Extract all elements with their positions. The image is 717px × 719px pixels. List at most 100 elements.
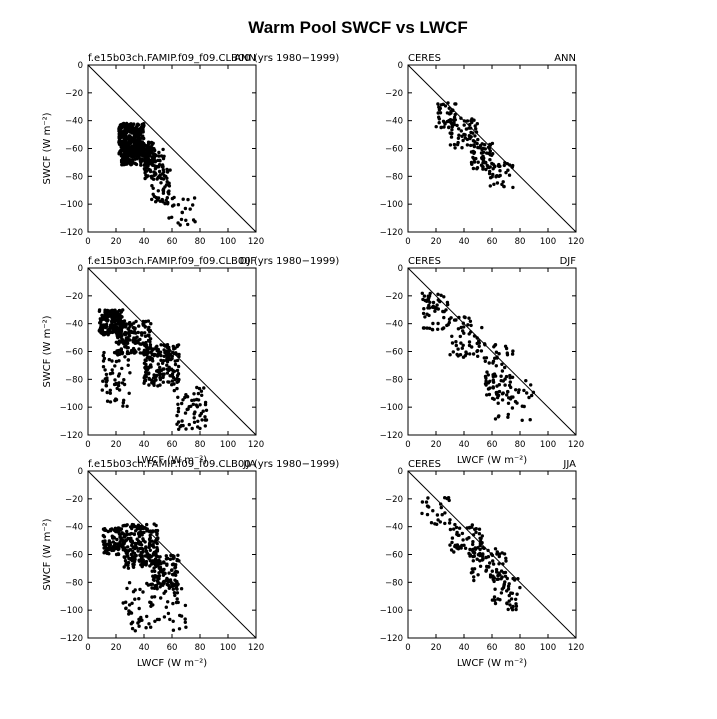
data-point [468, 352, 472, 356]
data-point [143, 334, 148, 338]
data-point [137, 619, 141, 624]
data-point [188, 207, 192, 211]
data-point [159, 567, 163, 572]
data-point [469, 160, 474, 165]
data-point [171, 587, 175, 591]
data-point [202, 386, 206, 390]
data-point [113, 546, 118, 551]
x-tick-label: 0 [405, 440, 410, 450]
data-point [507, 173, 512, 177]
data-point [136, 541, 140, 545]
data-point [148, 533, 152, 538]
x-tick-label: 40 [139, 440, 150, 450]
data-point [471, 559, 475, 563]
data-point [150, 381, 154, 385]
x-tick-label: 20 [111, 440, 122, 450]
data-point [150, 586, 154, 590]
data-point [201, 409, 205, 413]
data-point [522, 388, 526, 393]
panel-1: 0 20 40 60 80 100 120 0 −20 −40 −60 −80 −100 −120 f.e1… [42, 53, 339, 247]
data-point [176, 406, 181, 411]
data-point [456, 347, 460, 351]
data-point [152, 595, 157, 599]
data-point [132, 336, 136, 340]
y-tick-label: −20 [385, 292, 403, 302]
data-point [120, 319, 125, 324]
reference-line [407, 64, 577, 233]
data-point [105, 376, 109, 380]
data-point [130, 620, 135, 624]
data-point [144, 563, 148, 567]
data-point [454, 343, 458, 348]
data-point [103, 316, 107, 321]
data-point [469, 119, 473, 123]
data-point [461, 343, 465, 347]
data-point [157, 577, 161, 581]
data-point [156, 347, 160, 352]
data-point [117, 372, 122, 376]
data-point [452, 142, 457, 147]
data-point [490, 141, 495, 146]
panel-2: 0 20 40 60 80 100 120 0 −20 −40 −60 −80 −100 −120 CERE… [380, 53, 584, 247]
data-point [496, 577, 500, 581]
data-point [145, 522, 149, 527]
data-point [503, 580, 507, 584]
data-point [115, 537, 119, 542]
data-point [165, 167, 169, 172]
data-point [139, 615, 143, 620]
y-tick-label: −20 [385, 89, 403, 99]
data-point [150, 569, 154, 573]
data-point [198, 403, 202, 407]
data-point [486, 373, 490, 377]
data-point [198, 413, 202, 418]
data-point [162, 359, 166, 363]
data-point [150, 184, 154, 188]
y-tick-label: −100 [380, 403, 403, 413]
y-tick-label: 0 [78, 264, 83, 274]
data-point [503, 365, 507, 370]
data-point [151, 553, 156, 557]
data-point [426, 306, 430, 310]
data-point [490, 161, 494, 166]
data-point [167, 571, 171, 575]
data-point [154, 172, 158, 176]
reference-line [407, 267, 577, 436]
data-point [491, 562, 496, 566]
data-point [486, 165, 490, 170]
data-point [508, 603, 512, 607]
data-point [178, 223, 182, 227]
data-point [498, 598, 502, 602]
data-point [433, 522, 437, 526]
data-point [493, 547, 498, 551]
y-tick-label: −60 [65, 145, 83, 155]
data-point [439, 125, 444, 130]
data-point [515, 401, 519, 405]
data-point [144, 362, 148, 367]
data-point [486, 381, 491, 385]
data-point [165, 360, 170, 364]
data-point [125, 161, 130, 165]
data-point [173, 593, 177, 598]
data-point [140, 564, 144, 569]
data-point [127, 150, 132, 154]
data-point [120, 350, 125, 355]
data-point [130, 125, 135, 129]
data-point [147, 145, 151, 149]
x-tick-label: 20 [431, 440, 442, 450]
data-point [488, 169, 492, 174]
data-point [463, 546, 468, 550]
data-point [164, 174, 168, 179]
data-point [149, 555, 153, 559]
data-point [123, 555, 127, 560]
data-point [425, 512, 430, 517]
data-point [448, 120, 453, 124]
data-point [191, 203, 195, 207]
data-point [165, 371, 170, 375]
data-point [448, 527, 453, 532]
data-point [125, 350, 130, 354]
data-point [109, 309, 114, 313]
data-point [162, 580, 166, 585]
data-point [473, 134, 477, 138]
data-point [476, 354, 480, 358]
x-tick-label: 0 [85, 440, 90, 450]
